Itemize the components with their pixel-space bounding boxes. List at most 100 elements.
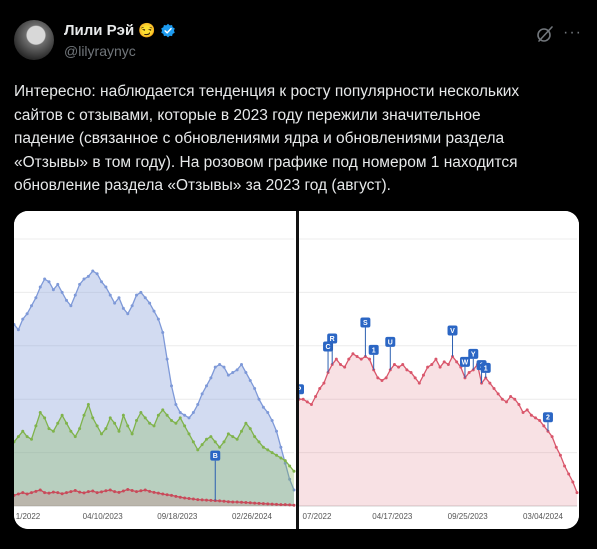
x-tick-label: 1/2022 <box>16 512 41 521</box>
left-traffic-chart: B 1/2022 04/10/2023 09/18/2023 02/26/2024 <box>14 238 296 521</box>
data-point <box>226 500 230 504</box>
data-point <box>279 445 283 449</box>
avatar[interactable] <box>14 20 54 60</box>
data-point <box>517 403 521 407</box>
data-point <box>108 293 112 297</box>
grok-icon[interactable] <box>535 24 555 44</box>
data-point <box>222 499 226 503</box>
data-point <box>30 491 33 495</box>
data-point <box>244 421 248 425</box>
data-point <box>135 490 138 494</box>
marker-label: S <box>363 320 368 327</box>
data-point <box>51 429 55 433</box>
data-point <box>187 432 191 436</box>
annotation-marker[interactable]: V <box>447 325 458 357</box>
data-point <box>397 365 401 369</box>
data-point <box>25 312 29 316</box>
marker-flag <box>468 348 479 359</box>
data-point <box>318 387 322 391</box>
data-point <box>156 491 160 495</box>
annotation-marker[interactable]: 2 <box>542 412 553 432</box>
data-point <box>126 487 130 491</box>
data-point <box>43 491 47 495</box>
data-point <box>56 491 60 495</box>
data-point <box>165 493 169 497</box>
data-point <box>51 288 55 292</box>
data-point <box>82 277 86 281</box>
data-point <box>178 416 182 420</box>
data-point <box>343 365 347 369</box>
data-point <box>253 501 257 505</box>
data-point <box>130 432 134 436</box>
data-point <box>73 435 77 439</box>
data-point <box>235 368 239 372</box>
data-point <box>226 432 230 436</box>
data-point <box>174 403 178 407</box>
annotation-marker[interactable]: P <box>294 384 304 400</box>
data-point <box>218 445 222 449</box>
annotation-marker[interactable]: 1 <box>480 362 491 378</box>
marker-flag <box>447 325 458 336</box>
more-options-icon[interactable]: ··· <box>563 24 582 41</box>
annotation-marker[interactable]: U <box>385 336 396 370</box>
annotation-marker[interactable]: B <box>210 450 221 501</box>
data-point <box>65 491 68 495</box>
data-point <box>161 330 165 334</box>
author-emoji: 😏 <box>138 22 156 38</box>
data-point <box>496 392 500 396</box>
marker-flag <box>323 341 334 352</box>
series-2 <box>14 402 296 506</box>
data-point <box>161 408 165 412</box>
data-point <box>266 502 270 506</box>
data-point <box>191 411 195 415</box>
data-point <box>34 489 38 493</box>
annotation-marker[interactable]: R <box>327 333 338 365</box>
data-point <box>56 421 60 425</box>
data-point <box>292 469 296 473</box>
author-handle[interactable]: @lilyraynyc <box>64 43 136 59</box>
data-point <box>95 424 99 428</box>
data-point <box>143 416 147 420</box>
x-tick-label: 09/25/2023 <box>448 512 489 521</box>
marker-flag <box>327 333 338 344</box>
data-point <box>270 451 274 455</box>
data-point <box>43 277 47 281</box>
data-point <box>183 413 187 417</box>
data-point <box>266 411 270 415</box>
data-point <box>235 500 239 504</box>
data-point <box>65 421 68 425</box>
data-point <box>183 424 187 428</box>
data-point <box>30 437 33 441</box>
data-point <box>338 362 342 366</box>
data-point <box>73 489 77 493</box>
tweet-media[interactable]: B 1/2022 04/10/2023 09/18/2023 02/26/2024 P C… <box>14 211 579 529</box>
annotation-marker[interactable]: W <box>459 356 470 378</box>
data-point <box>426 365 430 369</box>
series-area <box>14 271 294 506</box>
data-point <box>467 371 471 374</box>
annotation-marker[interactable]: S <box>360 317 371 357</box>
data-point <box>529 413 533 417</box>
data-point <box>240 500 243 504</box>
data-point <box>231 371 235 374</box>
author-name[interactable]: Лили Рэй <box>64 22 135 39</box>
data-point <box>575 491 579 495</box>
data-point <box>218 362 222 366</box>
data-point <box>152 424 156 428</box>
data-point <box>275 429 278 433</box>
data-point <box>405 368 409 372</box>
marker-flag <box>210 450 221 461</box>
annotation-marker[interactable]: 1 <box>368 344 379 370</box>
data-point <box>170 419 173 423</box>
data-point <box>196 498 200 502</box>
data-point <box>38 411 42 415</box>
data-point <box>152 490 156 494</box>
data-point <box>542 424 546 428</box>
data-point <box>509 395 513 399</box>
annotation-marker[interactable]: C <box>323 341 334 373</box>
annotation-marker[interactable]: Y <box>468 348 479 370</box>
x-tick-label: 07/2022 <box>303 512 332 521</box>
data-point <box>279 503 283 507</box>
data-point <box>438 365 442 369</box>
data-point <box>16 328 20 332</box>
